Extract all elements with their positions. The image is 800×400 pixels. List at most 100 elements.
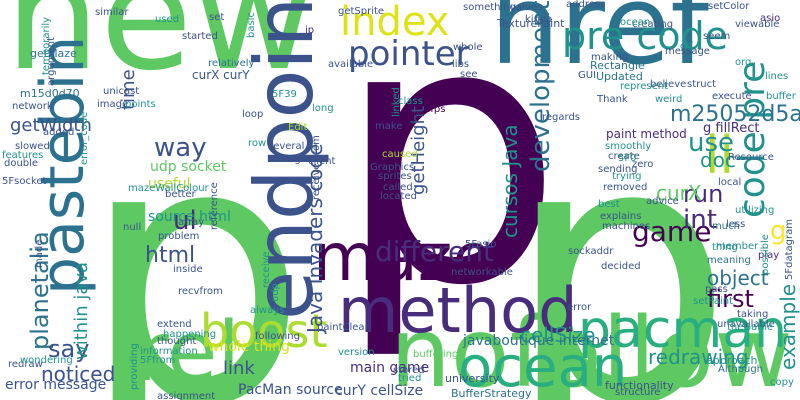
- cloud-word: curY cellSize: [335, 383, 424, 399]
- cloud-word: 1fps: [424, 104, 446, 115]
- cloud-word: points: [125, 99, 156, 110]
- cloud-word: similar: [95, 7, 129, 18]
- cloud-word: much: [712, 221, 740, 232]
- cloud-word: array: [178, 217, 205, 228]
- cloud-word: href: [490, 0, 709, 89]
- cloud-word: available: [328, 59, 374, 70]
- cloud-word: code pre: [732, 60, 773, 218]
- cloud-word: class: [398, 96, 423, 107]
- cloud-word: libs: [452, 59, 470, 70]
- cloud-word: javaboutique internet: [463, 333, 615, 349]
- cloud-word: receive: [261, 251, 272, 288]
- cloud-word: curX curY: [192, 68, 250, 82]
- cloud-word: relatively: [208, 58, 255, 69]
- cloud-word: see: [460, 69, 478, 80]
- cloud-word: time: [118, 69, 139, 110]
- cloud-word: error message: [5, 377, 107, 393]
- cloud-word: run: [683, 180, 724, 208]
- cloud-word: client: [308, 156, 336, 167]
- cloud-word: kinda: [525, 14, 553, 25]
- cloud-word: g: [770, 216, 787, 246]
- cloud-word: several: [268, 141, 305, 152]
- cloud-word: udp socket: [150, 159, 227, 175]
- cloud-word: struct: [687, 79, 716, 90]
- cloud-word: values: [510, 2, 543, 13]
- cloud-word: ocean: [620, 17, 651, 28]
- cloud-word: sockaddr: [568, 246, 614, 257]
- cloud-word: providing: [129, 343, 140, 390]
- cloud-word: unicast: [103, 86, 140, 97]
- cloud-word: method: [338, 274, 578, 347]
- cloud-word: image: [97, 99, 129, 110]
- cloud-word: setPaint: [693, 296, 734, 307]
- cloud-word: zero: [632, 159, 654, 170]
- cloud-word: first: [707, 285, 754, 313]
- cloud-word: university: [445, 372, 500, 385]
- cloud-word: long: [312, 103, 334, 114]
- cloud-word: udp: [270, 282, 281, 302]
- cloud-word: basic: [246, 12, 257, 38]
- cloud-word: object: [707, 266, 769, 290]
- cloud-word: setColor: [708, 1, 750, 12]
- cloud-word: 5F0: [618, 153, 637, 164]
- cloud-word: advice: [646, 196, 679, 207]
- cloud-word: buffer: [766, 91, 796, 102]
- cloud-word: make: [375, 121, 403, 132]
- cloud-word: ul: [173, 206, 197, 236]
- cloud-word: reference: [209, 182, 220, 230]
- cloud-word: decided: [601, 261, 641, 272]
- cloud-word: message: [665, 46, 710, 57]
- cloud-word: planetalia: [26, 231, 54, 350]
- cloud-word: boost: [200, 304, 328, 358]
- cloud-word: asio: [760, 13, 781, 24]
- cloud-word: mazeWallColour: [128, 183, 209, 194]
- cloud-word: m25052d5a: [670, 102, 800, 127]
- cloud-word: smoothly: [605, 141, 652, 152]
- cloud-word: caused: [382, 149, 418, 160]
- cloud-word: html: [145, 243, 196, 268]
- cloud-word: added: [43, 127, 75, 138]
- cloud-word: buffering: [413, 349, 459, 360]
- cloud-word: noticed: [41, 362, 116, 386]
- cloud-word: trying: [612, 171, 642, 182]
- cloud-word: Graphics: [370, 162, 415, 173]
- cloud-word: information: [140, 346, 198, 357]
- cloud-word: different: [375, 235, 494, 268]
- cloud-word: link: [223, 358, 255, 379]
- cloud-word: index: [340, 0, 450, 45]
- cloud-word: endpoint: [238, 0, 331, 320]
- cloud-word: GUI: [578, 70, 597, 81]
- cloud-word: pointer: [348, 34, 470, 74]
- cloud-word: p: [335, 0, 564, 364]
- cloud-word: row: [248, 138, 267, 149]
- cloud-word: TexturePaint: [497, 17, 565, 30]
- cloud-word: stored: [393, 365, 425, 376]
- cloud-word: recvfrom: [178, 286, 223, 297]
- cloud-word: problem: [158, 231, 200, 242]
- cloud-word: sprites: [378, 171, 412, 182]
- cloud-word: slowed: [15, 141, 50, 152]
- cloud-word: curX: [656, 181, 702, 205]
- cloud-word: networkable: [451, 267, 513, 278]
- cloud-word: within java: [71, 261, 92, 360]
- cloud-word: Rectangle: [590, 59, 645, 72]
- cloud-word: best: [598, 199, 620, 210]
- cloud-word: nofollow: [390, 297, 793, 400]
- cloud-word: getSprite: [338, 6, 385, 17]
- cloud-word: cellSize: [520, 323, 596, 347]
- cloud-word: meaning: [707, 255, 751, 266]
- cloud-word: int: [683, 205, 717, 235]
- cloud-word: main game: [350, 360, 430, 376]
- cloud-word: create: [608, 151, 640, 162]
- cloud-word: 5F39: [272, 89, 297, 100]
- cloud-word: li: [705, 126, 734, 186]
- cloud-word: Edit: [288, 122, 308, 133]
- cloud-word: thought: [157, 336, 197, 347]
- cloud-word: unavailable: [717, 319, 775, 330]
- cloud-word: assignment: [157, 391, 216, 400]
- cloud-word: creating: [632, 19, 674, 30]
- cloud-word: ip: [305, 25, 315, 36]
- cloud-word: less: [726, 219, 746, 230]
- cloud-word: viewable: [735, 19, 780, 30]
- cloud-word: execute: [712, 91, 752, 102]
